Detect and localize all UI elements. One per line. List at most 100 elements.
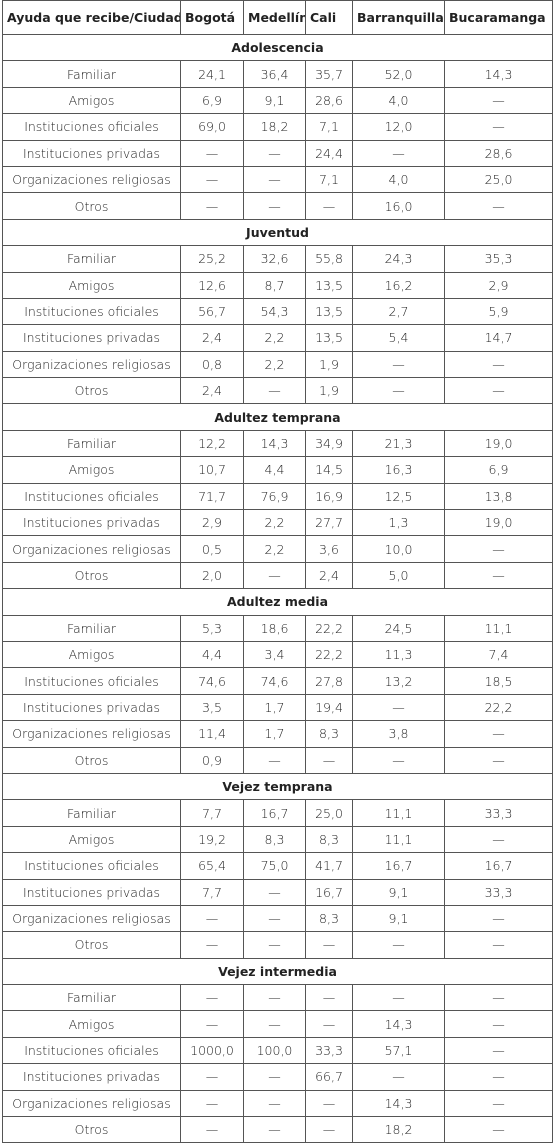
row-label: Amigos [2, 86, 181, 115]
cell: — [444, 561, 553, 590]
cell: — [352, 350, 445, 379]
cell: 2,2 [243, 509, 306, 537]
cell: 14,7 [444, 324, 553, 352]
cell: 57,1 [352, 1036, 445, 1065]
data-row: Amigos 4,4 3,4 22,2 11,3 7,4 [2, 640, 553, 669]
cell: — [243, 1063, 306, 1091]
cell: — [180, 1010, 244, 1038]
cell: 33,3 [305, 1036, 353, 1065]
data-row: Amigos 10,7 4,4 14,5 16,3 6,9 [2, 456, 553, 484]
cell: 13,5 [305, 297, 353, 326]
cell: 11,4 [180, 720, 244, 748]
data-row: Instituciones privadas — —66,7— — [2, 1063, 553, 1091]
section-title: Adolescencia [2, 33, 553, 62]
row-label: Instituciones oficiales [2, 667, 181, 695]
cell: — [352, 931, 445, 959]
row-label: Familiar [2, 799, 181, 827]
cell: 6,9 [180, 86, 244, 115]
cell: 24,4 [305, 139, 353, 167]
cell: 1,3 [352, 509, 445, 537]
data-row: Familiar 5,3 18,6 22,2 24,5 11,1 [2, 614, 553, 642]
cell: 1,9 [305, 377, 353, 405]
header-row: Ayuda que recibe/Ciudad Bogotá Medellín Cal… [2, 0, 553, 35]
cell: — [444, 192, 553, 220]
cell: 76,9 [243, 482, 306, 511]
data-row: Instituciones oficiales 1000,0 100,0 33,3 57… [2, 1036, 553, 1065]
row-label: Instituciones privadas [2, 1063, 181, 1091]
cell: — [180, 192, 244, 220]
cell: 16,7 [444, 852, 553, 880]
cell: 25,0 [444, 165, 553, 194]
row-label: Otros [2, 192, 181, 220]
cell: 22,2 [444, 693, 553, 722]
cell: 24,1 [180, 60, 244, 88]
cell: 69,0 [180, 113, 244, 141]
cell: 75,0 [243, 852, 306, 880]
row-label: Familiar [2, 429, 181, 458]
cell: 16,7 [305, 878, 353, 906]
row-label: Otros [2, 931, 181, 959]
cell: 7,7 [180, 799, 244, 827]
cell: 4,4 [180, 640, 244, 669]
cell: — [180, 931, 244, 959]
row-label: Otros [2, 746, 181, 774]
cell: 35,3 [444, 245, 553, 273]
cell: 12,5 [352, 482, 445, 511]
cell: — [243, 878, 306, 906]
cell: 19,4 [305, 693, 353, 722]
cell: 27,8 [305, 667, 353, 695]
cell: 18,6 [243, 614, 306, 642]
data-row: Instituciones privadas 2,4 2,2 13,5 5,4 14,7 [2, 324, 553, 352]
row-label: Instituciones privadas [2, 139, 181, 167]
cell: — [305, 1116, 353, 1143]
data-row: Organizaciones religiosas 0,5 2,2 3,6 10,0— [2, 535, 553, 563]
header-cell: Bucaramanga [444, 0, 553, 35]
data-row: Instituciones oficiales 71,7 76,9 16,9 12,5 1… [2, 482, 553, 511]
data-row: Otros — — —16,0— [2, 192, 553, 220]
header-cell: Medellín [243, 0, 306, 35]
data-row: Organizaciones religiosas — — —14,3— [2, 1089, 553, 1118]
cell: — [243, 377, 306, 405]
cell: 27,7 [305, 509, 353, 537]
cell: 22,2 [305, 614, 353, 642]
cell: 13,2 [352, 667, 445, 695]
cell: 34,9 [305, 429, 353, 458]
cell: — [180, 165, 244, 194]
cell: 1,7 [243, 720, 306, 748]
cell: 0,5 [180, 535, 244, 563]
cell: 2,2 [243, 535, 306, 563]
cell: 10,7 [180, 456, 244, 484]
cell: — [243, 165, 306, 194]
cell: — [305, 931, 353, 959]
cell: 18,5 [444, 667, 553, 695]
row-label: Amigos [2, 456, 181, 484]
data-row: Otros 0,9— — — — [2, 746, 553, 774]
cell: 14,3 [352, 1089, 445, 1118]
cell: — [444, 1116, 553, 1143]
cell: 28,6 [444, 139, 553, 167]
section-row: Juventud [2, 218, 553, 247]
data-row: Instituciones oficiales 74,6 74,6 27,8 13,2 1… [2, 667, 553, 695]
cell: 1,7 [243, 693, 306, 722]
cell: — [243, 746, 306, 774]
cell: — [444, 86, 553, 115]
cell: 35,7 [305, 60, 353, 88]
cell: — [180, 1063, 244, 1091]
cell: 4,4 [243, 456, 306, 484]
row-label: Instituciones privadas [2, 878, 181, 906]
cell: — [352, 377, 445, 405]
cell: 10,0 [352, 535, 445, 563]
cell: 25,2 [180, 245, 244, 273]
cell: 3,6 [305, 535, 353, 563]
cell: 24,3 [352, 245, 445, 273]
cell: — [180, 1116, 244, 1143]
cell: 9,1 [243, 86, 306, 115]
data-row: Instituciones privadas 7,7—16,7 9,1 33,3 [2, 878, 553, 906]
data-row: Instituciones oficiales 56,7 54,3 13,5 2,7 5,… [2, 297, 553, 326]
section-row: Vejez intermedia [2, 957, 553, 986]
header-cell: Ayuda que recibe/Ciudad [2, 0, 181, 35]
cell: 11,1 [352, 825, 445, 854]
cell: 2,4 [180, 324, 244, 352]
cell: 1000,0 [180, 1036, 244, 1065]
